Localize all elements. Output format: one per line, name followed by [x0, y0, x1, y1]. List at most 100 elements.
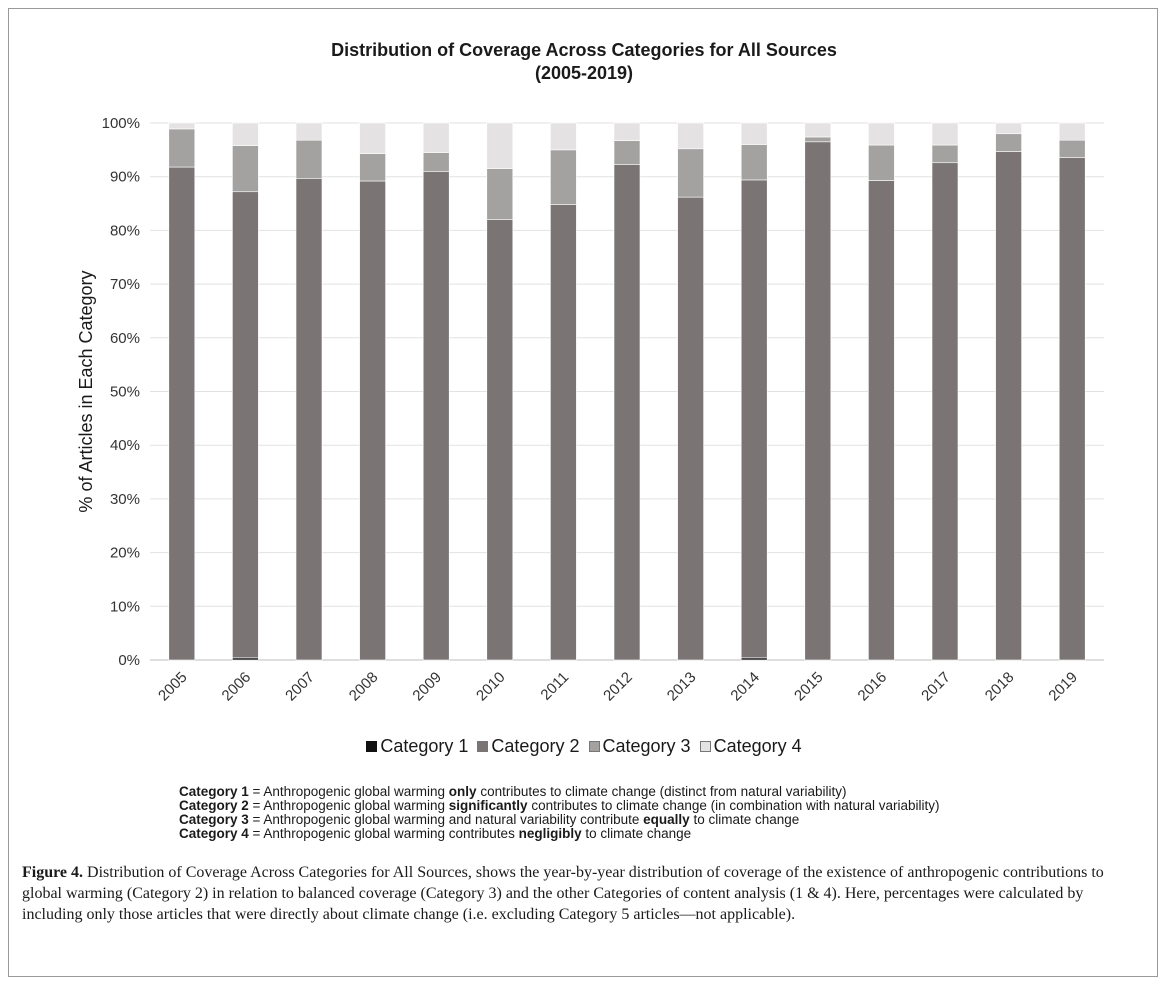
- bar-2014-category-3: [740, 144, 768, 181]
- bar-2008-category-2: [359, 180, 386, 661]
- x-tick-label: 2009: [409, 669, 445, 705]
- bar-2019-category-2: [1058, 157, 1086, 661]
- bar-2017-category-2: [931, 162, 959, 661]
- bar-2012-category-3: [613, 140, 641, 165]
- bar-2013-category-2: [677, 196, 704, 661]
- definition-text: contributes to climate change (in combin…: [527, 798, 940, 813]
- bar-2005-category-4: [168, 122, 196, 130]
- bar-2013-category-4: [677, 122, 704, 150]
- definition-category-2: Category 2 = Anthropogenic global warmin…: [179, 799, 940, 813]
- bar-2014-category-4: [740, 122, 768, 145]
- bar-2011-category-4: [550, 122, 577, 151]
- bar-2018-category-4: [995, 122, 1022, 135]
- definition-text: = Anthropogenic global warming: [248, 784, 449, 799]
- y-axis-label: % of Articles in Each Category: [76, 270, 96, 512]
- bar-2019-category-3: [1058, 139, 1086, 158]
- x-tick-label: 2017: [918, 669, 954, 705]
- bar-2006-category-2: [232, 191, 259, 659]
- y-tick-label: 10%: [110, 598, 140, 615]
- definition-text: = Anthropogenic global warming contribut…: [248, 826, 519, 841]
- bar-2012-category-2: [613, 164, 641, 661]
- bar-2011-category-3: [550, 149, 577, 205]
- legend-label-category-4: Category 4: [713, 736, 802, 756]
- x-tick-label: 2016: [855, 669, 891, 705]
- definition-emphasis: only: [448, 784, 477, 799]
- legend-label-category-3: Category 3: [602, 736, 691, 756]
- bar-2017-category-3: [931, 144, 959, 164]
- y-tick-label: 90%: [110, 169, 140, 186]
- chart-subtitle: (2005-2019): [534, 63, 634, 83]
- caption-text: Distribution of Coverage Across Categori…: [22, 864, 1104, 923]
- bar-2015-category-4: [804, 122, 832, 138]
- bar-2013-category-3: [677, 148, 704, 198]
- bar-2016-category-3: [868, 144, 895, 181]
- bar-2012-category-4: [613, 122, 641, 142]
- x-tick-label: 2006: [219, 669, 255, 705]
- bar-2007-category-3: [295, 139, 323, 179]
- definition-emphasis: significantly: [448, 798, 528, 813]
- bar-2009-category-3: [422, 152, 450, 172]
- figure-frame: [8, 8, 1158, 977]
- y-tick-label: 60%: [110, 330, 140, 347]
- y-tick-label: 70%: [110, 276, 140, 293]
- x-tick-label: 2005: [155, 669, 191, 705]
- bar-2014-category-1: [740, 657, 768, 661]
- stacked-bar-chart: 0% 10% 20% 30% 40% 50% 60% 70% 80% 90% 100% % of Ar…: [76, 115, 1104, 705]
- bar-2009-category-2: [422, 171, 450, 661]
- bar-2011-category-2: [550, 204, 577, 661]
- definition-category-3: Category 3 = Anthropogenic global warmin…: [179, 813, 940, 827]
- definition-text: = Anthropogenic global warming and natur…: [248, 812, 644, 827]
- bar-2018-category-2: [995, 151, 1022, 661]
- legend-item-category-2: Category 2: [477, 736, 579, 757]
- bar-2014-category-2: [740, 179, 768, 659]
- definition-category-4: Category 4 = Anthropogenic global warmin…: [179, 827, 940, 841]
- bar-2016-category-2: [868, 180, 895, 661]
- legend-swatch-category-2: [477, 741, 489, 752]
- bar-2006-category-4: [232, 122, 259, 146]
- x-tick-label: 2007: [282, 669, 318, 705]
- x-tick-label: 2019: [1045, 669, 1081, 705]
- bar-2008-category-3: [359, 153, 386, 182]
- y-tick-label: 80%: [110, 222, 140, 239]
- bar-2019-category-4: [1058, 122, 1086, 141]
- bar-2005-category-3: [168, 128, 196, 168]
- legend-swatch-category-1: [366, 741, 378, 752]
- x-tick-label: 2010: [473, 669, 509, 705]
- bar-2017-category-4: [931, 122, 959, 146]
- bar-2010-category-3: [486, 168, 514, 220]
- y-tick-label: 40%: [110, 437, 140, 454]
- legend-item-category-3: Category 3: [588, 736, 691, 757]
- figure-caption: Figure 4. Distribution of Coverage Acros…: [22, 862, 1142, 925]
- definition-term: Category 4: [179, 826, 249, 841]
- legend-swatch-category-3: [588, 741, 600, 752]
- x-tick-label: 2013: [664, 669, 700, 705]
- legend-item-category-1: Category 1: [366, 736, 468, 757]
- bar-2006-category-1: [232, 657, 259, 661]
- chart-title: Distribution of Coverage Across Categori…: [331, 40, 837, 60]
- y-tick-label: 100%: [102, 115, 140, 132]
- bar-2005-category-2: [168, 166, 196, 661]
- x-tick-label: 2011: [537, 669, 572, 704]
- definition-emphasis: negligibly: [518, 826, 582, 841]
- definition-term: Category 3: [179, 812, 249, 827]
- bar-2015-category-3: [804, 136, 832, 143]
- legend-item-category-4: Category 4: [699, 736, 802, 757]
- x-tick-label: 2012: [600, 669, 636, 705]
- definition-emphasis: equally: [643, 812, 690, 827]
- category-definitions: Category 1 = Anthropogenic global warmin…: [179, 785, 940, 841]
- y-tick-label: 30%: [110, 491, 140, 508]
- definition-category-1: Category 1 = Anthropogenic global warmin…: [179, 785, 940, 799]
- x-tick-label: 2015: [791, 669, 827, 705]
- legend-label-category-2: Category 2: [491, 736, 580, 756]
- bar-2010-category-4: [486, 122, 514, 169]
- y-tick-label: 50%: [110, 384, 140, 401]
- caption-label: Figure 4.: [22, 864, 84, 881]
- y-tick-label: 20%: [110, 545, 140, 562]
- x-tick-label: 2008: [346, 669, 382, 705]
- definition-term: Category 1: [179, 784, 249, 799]
- legend-label-category-1: Category 1: [380, 736, 469, 756]
- definition-text: contributes to climate change (distinct …: [476, 784, 847, 799]
- definition-text: to climate change: [581, 826, 692, 841]
- definition-text: = Anthropogenic global warming: [248, 798, 449, 813]
- x-tick-label: 2014: [727, 669, 763, 705]
